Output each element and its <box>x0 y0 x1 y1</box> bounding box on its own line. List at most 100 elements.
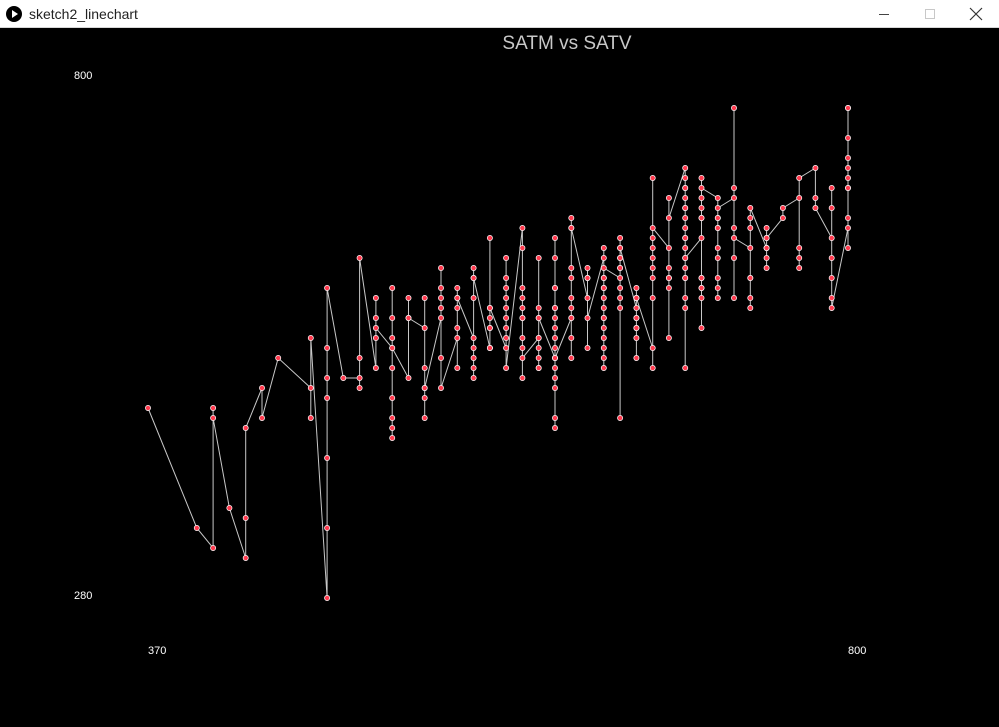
data-point <box>600 355 607 361</box>
data-point <box>519 345 526 351</box>
data-point <box>503 315 510 321</box>
data-point <box>438 285 444 291</box>
data-point <box>649 265 656 271</box>
data-point <box>552 335 558 341</box>
data-point <box>552 235 558 241</box>
data-point <box>633 335 640 341</box>
series-layer <box>147 108 849 599</box>
data-point <box>535 335 542 341</box>
data-point <box>600 325 607 331</box>
data-point <box>324 455 331 461</box>
data-point <box>568 305 575 311</box>
data-point <box>649 175 656 181</box>
data-point <box>698 275 705 281</box>
data-point <box>698 295 705 301</box>
data-point <box>845 185 851 191</box>
data-point <box>714 195 721 201</box>
maximize-button[interactable] <box>907 0 953 28</box>
data-point <box>372 325 379 331</box>
data-point <box>828 235 835 241</box>
data-point <box>503 275 510 281</box>
data-point <box>503 345 510 351</box>
data-point <box>617 255 624 261</box>
data-point <box>617 305 624 311</box>
data-point <box>421 395 428 401</box>
data-point <box>568 295 575 301</box>
data-point <box>503 305 510 311</box>
data-point <box>682 225 689 231</box>
data-point <box>665 195 672 201</box>
data-point <box>763 235 770 241</box>
data-point <box>552 355 558 361</box>
data-point <box>421 295 428 301</box>
data-point <box>584 315 591 321</box>
data-point <box>421 365 428 371</box>
data-point <box>242 425 249 431</box>
data-point <box>845 165 851 171</box>
data-point <box>617 415 624 421</box>
data-point <box>828 255 835 261</box>
data-point <box>145 405 151 411</box>
data-point <box>731 225 737 231</box>
data-point <box>682 245 689 251</box>
data-point <box>519 375 526 381</box>
data-point <box>356 255 363 261</box>
data-point <box>438 305 444 311</box>
data-point <box>633 325 640 331</box>
data-point <box>438 315 444 321</box>
data-point <box>340 375 347 381</box>
data-point <box>763 265 770 271</box>
data-point <box>438 265 444 271</box>
data-point <box>714 255 721 261</box>
data-point <box>600 305 607 311</box>
data-point <box>552 415 558 421</box>
data-point <box>568 225 575 231</box>
data-point <box>470 365 477 371</box>
data-point <box>568 335 575 341</box>
data-point <box>535 315 542 321</box>
data-point <box>828 185 835 191</box>
data-point <box>372 315 379 321</box>
data-point <box>226 505 233 511</box>
data-point <box>552 255 558 261</box>
data-point <box>275 355 282 361</box>
data-point <box>552 285 558 291</box>
minimize-button[interactable] <box>861 0 907 28</box>
data-point <box>633 355 640 361</box>
data-point <box>649 235 656 241</box>
data-point <box>356 355 363 361</box>
data-point <box>372 365 379 371</box>
data-point <box>454 335 461 341</box>
data-point <box>552 305 558 311</box>
data-point <box>470 335 477 341</box>
data-point <box>552 385 558 391</box>
data-point <box>568 215 575 221</box>
data-point <box>486 325 493 331</box>
data-point <box>617 285 624 291</box>
data-point <box>242 515 249 521</box>
data-point <box>568 275 575 281</box>
data-point <box>796 175 803 181</box>
data-point <box>845 225 851 231</box>
data-point <box>519 315 526 321</box>
data-point <box>210 415 217 421</box>
data-point <box>747 305 754 311</box>
data-point <box>568 355 575 361</box>
data-point <box>633 315 640 321</box>
data-point <box>535 305 542 311</box>
data-point <box>779 215 786 221</box>
data-point <box>486 345 493 351</box>
close-button[interactable] <box>953 0 999 28</box>
data-point <box>698 195 705 201</box>
data-point <box>779 205 786 211</box>
data-point <box>519 225 526 231</box>
data-point <box>617 275 624 281</box>
data-point <box>584 345 591 351</box>
data-point <box>698 285 705 291</box>
data-point <box>210 405 217 411</box>
data-point <box>828 295 835 301</box>
data-point <box>372 335 379 341</box>
data-point <box>389 365 396 371</box>
data-point <box>535 355 542 361</box>
data-point <box>665 215 672 221</box>
